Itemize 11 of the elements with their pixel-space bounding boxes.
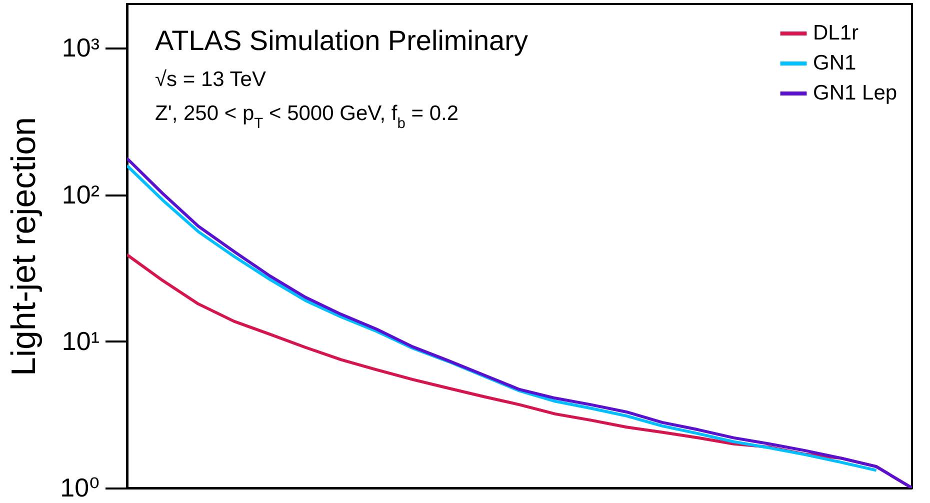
y-tick-label: 10³ [62,32,100,63]
legend-label: GN1 Lep [813,82,898,104]
legend-label: GN1 [813,52,856,74]
y-axis-title: Light-jet rejection [5,117,44,376]
text: ATLAS Simulation Preliminary [155,25,528,56]
y-tick-label: 10¹ [62,326,100,356]
legend-label: DL1r [813,22,859,44]
annotation: √s = 13 TeV [155,68,266,91]
y-tick-label: 10² [62,179,100,210]
y-tick-label: 10⁰ [60,472,100,502]
annotation: Z', 250 < p$_{T}$ < 5000 GeV, f$_{b}$ = 0.2 [155,102,459,132]
